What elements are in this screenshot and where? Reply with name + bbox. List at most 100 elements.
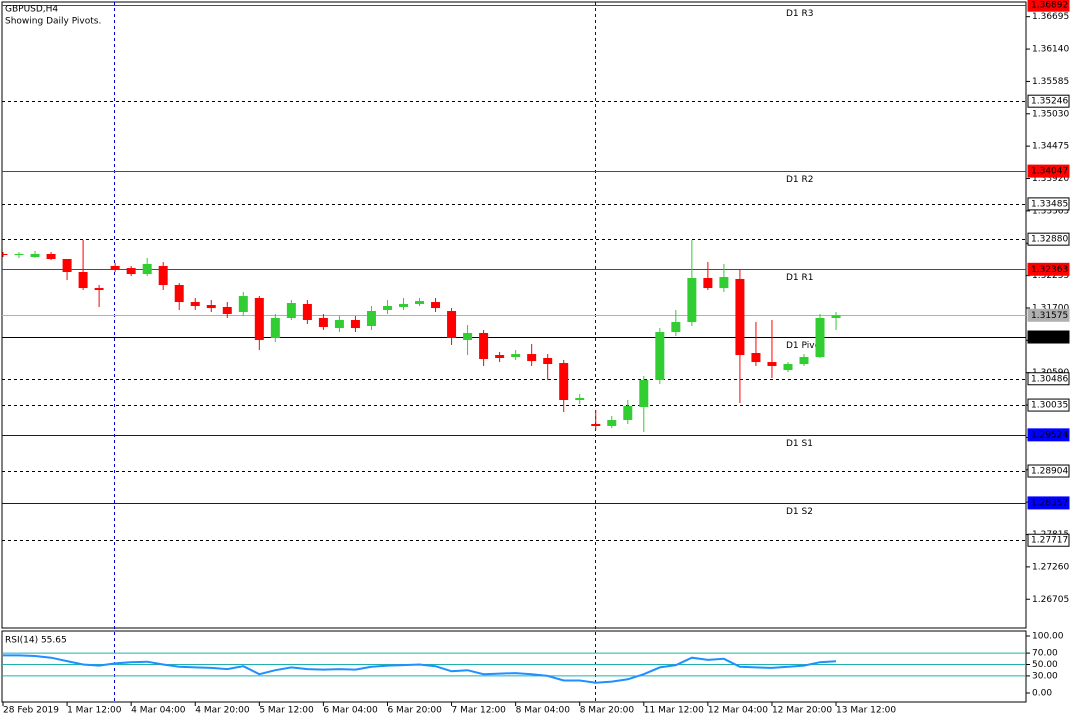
level-box bbox=[1027, 398, 1070, 412]
candle-body bbox=[463, 332, 473, 340]
level-label: D1 Pivot bbox=[786, 341, 824, 351]
rsi-tick-label: 30.00 bbox=[1032, 671, 1058, 681]
candle-body bbox=[206, 304, 216, 309]
level-value: 1.30486 bbox=[1031, 374, 1068, 384]
candle-body bbox=[543, 358, 553, 365]
candle-body bbox=[94, 288, 104, 291]
level-label: D1 S2 bbox=[786, 507, 813, 517]
x-tick-label: 7 Mar 12:00 bbox=[452, 706, 507, 716]
candle-body bbox=[447, 311, 457, 339]
level-label: D1 S1 bbox=[786, 439, 813, 449]
y-tick-label: 1.32255 bbox=[1032, 271, 1069, 281]
x-tick-label: 12 Mar 04:00 bbox=[708, 706, 768, 716]
candle-body bbox=[254, 298, 264, 340]
x-tick-label: 28 Feb 2019 bbox=[3, 706, 59, 716]
x-tick-label: 8 Mar 04:00 bbox=[516, 706, 571, 716]
x-tick-label: 1 Mar 12:00 bbox=[67, 706, 122, 716]
candle-body bbox=[431, 302, 441, 309]
x-tick-label: 6 Mar 04:00 bbox=[323, 706, 378, 716]
candle-body bbox=[350, 319, 360, 329]
candle-body bbox=[719, 277, 729, 289]
candle-body bbox=[783, 364, 793, 371]
y-tick-label: 1.35030 bbox=[1032, 109, 1069, 119]
level-value: 1.32363 bbox=[1031, 265, 1068, 275]
candle-body bbox=[703, 277, 713, 289]
candle-body bbox=[62, 258, 72, 272]
level-box bbox=[1027, 262, 1070, 276]
candle-body bbox=[142, 264, 152, 275]
chart-title: GBPUSD,H4 bbox=[5, 5, 58, 15]
level-box bbox=[1027, 496, 1070, 510]
candle-body bbox=[495, 355, 505, 359]
candle-body bbox=[399, 304, 408, 307]
x-tick-label: 4 Mar 20:00 bbox=[195, 706, 250, 716]
candle-body bbox=[527, 354, 537, 362]
y-tick-label: 1.26705 bbox=[1032, 595, 1069, 605]
candle-body bbox=[30, 253, 40, 258]
candle-body bbox=[767, 362, 777, 366]
candle-body bbox=[158, 265, 168, 285]
candle-body bbox=[607, 419, 617, 427]
candle-body bbox=[238, 296, 248, 312]
candle-body bbox=[655, 331, 665, 380]
x-tick-label: 12 Mar 20:00 bbox=[772, 706, 832, 716]
candle-body bbox=[687, 277, 697, 323]
rsi-plot bbox=[2, 652, 1026, 684]
rsi-tick-label: 50.00 bbox=[1032, 660, 1058, 670]
level-box bbox=[1027, 464, 1070, 478]
level-value: 1.31202 bbox=[1031, 333, 1068, 343]
level-value: 1.36892 bbox=[1031, 1, 1068, 11]
level-box bbox=[1027, 533, 1070, 547]
level-box bbox=[1027, 164, 1070, 178]
candle-body bbox=[14, 253, 24, 256]
level-value: 1.28904 bbox=[1031, 467, 1068, 477]
level-label: D1 R2 bbox=[786, 175, 814, 185]
rsi-tick-label: 70.00 bbox=[1032, 649, 1058, 659]
candle-body bbox=[591, 424, 601, 427]
level-value: 1.27717 bbox=[1031, 536, 1068, 546]
rsi-title: RSI(14) 55.65 bbox=[5, 636, 67, 646]
level-box bbox=[1027, 372, 1070, 386]
candle-body bbox=[46, 253, 56, 259]
candle-body bbox=[815, 318, 825, 358]
level-box bbox=[1027, 0, 1070, 12]
level-box bbox=[1027, 428, 1070, 442]
candle-body bbox=[479, 332, 489, 359]
rsi-tick-label: 100.00 bbox=[1032, 632, 1064, 642]
candle-body bbox=[334, 319, 344, 329]
y-tick-label: 1.36695 bbox=[1032, 12, 1069, 22]
candle-body bbox=[415, 301, 425, 305]
level-value: 1.28357 bbox=[1031, 498, 1068, 508]
level-label: D1 R3 bbox=[786, 9, 814, 19]
level-box bbox=[1027, 308, 1070, 322]
x-tick-label: 4 Mar 04:00 bbox=[131, 706, 186, 716]
x-tick-label: 6 Mar 20:00 bbox=[387, 706, 442, 716]
y-tick-label: 1.33365 bbox=[1032, 206, 1069, 216]
level-box bbox=[1027, 197, 1070, 211]
candle-body bbox=[126, 268, 136, 275]
level-value: 1.33485 bbox=[1031, 199, 1068, 209]
candle-body bbox=[382, 305, 392, 311]
level-value: 1.32880 bbox=[1031, 235, 1068, 245]
level-label: D1 R1 bbox=[786, 273, 814, 283]
chart-subtitle: Showing Daily Pivots. bbox=[5, 17, 101, 27]
candle-body bbox=[270, 318, 280, 339]
candle-body bbox=[799, 357, 809, 365]
rsi-line bbox=[3, 654, 837, 684]
rsi-tick-label: 0.00 bbox=[1032, 688, 1052, 698]
candle-body bbox=[831, 315, 841, 319]
candle-body bbox=[110, 265, 120, 271]
axes: 1.36695 1.36140 1.35585 1.35030 1.34475 1.339… bbox=[2, 0, 1070, 716]
x-tick-label: 8 Mar 20:00 bbox=[580, 706, 635, 716]
level-value: 1.31575 bbox=[1031, 311, 1068, 321]
candle-body bbox=[366, 311, 376, 326]
candle-body bbox=[639, 379, 649, 407]
level-box bbox=[1027, 330, 1070, 344]
x-tick-label: 13 Mar 12:00 bbox=[836, 706, 896, 716]
candle-body bbox=[559, 363, 569, 400]
candle-body bbox=[190, 302, 200, 306]
candle-body bbox=[286, 303, 296, 319]
candle-body bbox=[735, 278, 745, 356]
